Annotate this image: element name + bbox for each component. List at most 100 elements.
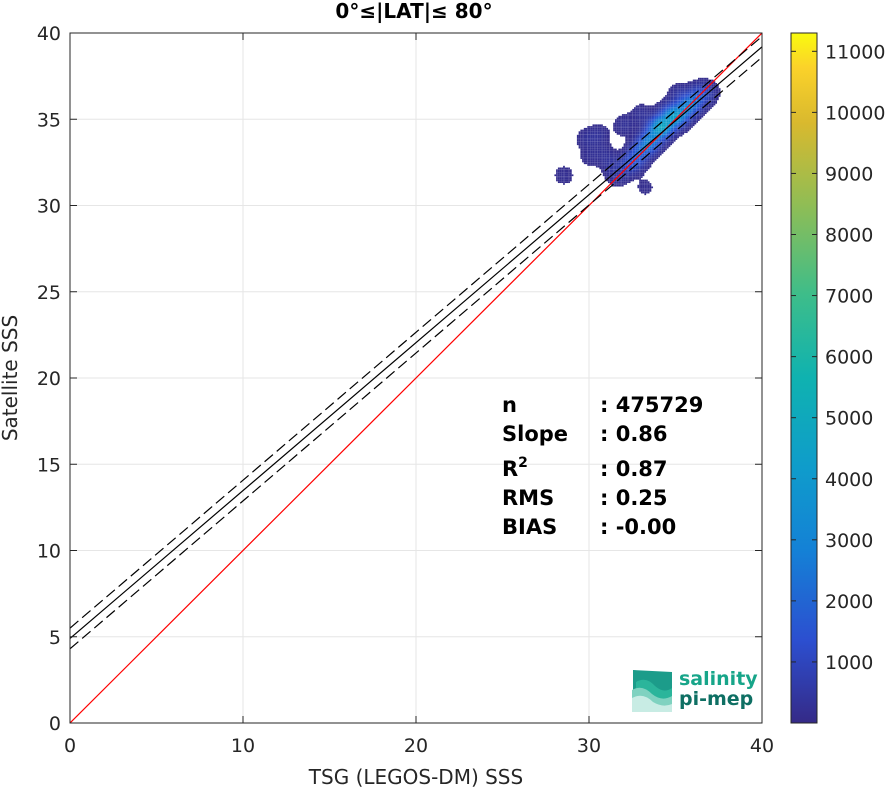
density-cell: [595, 124, 598, 127]
density-cell: [685, 121, 688, 123]
density-cell: [640, 146, 643, 149]
density-cell: [608, 143, 610, 146]
density-cell: [687, 100, 690, 103]
density-cell: [618, 131, 621, 134]
density-cell: [661, 134, 664, 137]
density-cell: [623, 122, 626, 125]
density-cell: [646, 131, 648, 134]
density-cell: [640, 191, 643, 194]
density-cell: [611, 155, 614, 158]
density-cell: [689, 88, 692, 90]
density-cell: [639, 188, 641, 190]
density-cell: [699, 110, 702, 113]
density-cell: [698, 114, 700, 116]
density-cell: [639, 141, 641, 144]
density-cell: [670, 126, 673, 128]
density-cell: [627, 169, 629, 172]
density-cell: [578, 143, 581, 146]
density-cell: [687, 114, 690, 116]
density-cell: [625, 150, 628, 153]
density-cell: [635, 115, 638, 118]
density-cell: [708, 86, 711, 89]
density-cell: [557, 181, 560, 184]
density-cell: [630, 110, 633, 113]
density-cell: [604, 176, 607, 178]
density-cell: [699, 95, 702, 97]
density-cell: [595, 152, 598, 154]
density-cell: [673, 115, 676, 118]
density-cell: [694, 119, 697, 121]
density-cell: [630, 115, 633, 118]
density-cell: [647, 115, 650, 118]
density-cell: [653, 155, 655, 158]
density-cell: [595, 143, 598, 146]
density-cell: [582, 155, 584, 158]
density-cell: [699, 88, 702, 90]
density-cell: [608, 162, 610, 165]
density-cell: [623, 145, 626, 147]
density-cell: [710, 86, 712, 89]
density-cell: [642, 126, 645, 128]
density-cell: [590, 145, 593, 147]
density-cell: [618, 124, 621, 127]
density-cell: [679, 89, 681, 92]
density-cell: [604, 162, 607, 165]
density-cell: [694, 81, 697, 84]
density-cell: [646, 124, 648, 127]
density-cell: [620, 160, 622, 163]
density-cell: [625, 146, 628, 149]
density-cell: [594, 152, 596, 154]
density-cell: [587, 162, 590, 165]
density-cell: [618, 183, 621, 185]
density-cell: [625, 136, 628, 139]
density-cell: [634, 122, 636, 125]
density-cell: [563, 167, 565, 170]
density-cell: [651, 138, 654, 140]
density-cell: [701, 81, 704, 84]
density-cell: [646, 188, 648, 190]
density-cell: [621, 155, 624, 158]
density-cell: [599, 152, 602, 154]
density-cell: [711, 95, 714, 97]
density-cell: [632, 129, 635, 132]
density-cell: [653, 141, 655, 144]
density-cell: [715, 91, 718, 94]
density-cell: [668, 145, 671, 147]
density-cell: [670, 86, 673, 89]
density-cell: [704, 77, 707, 80]
density-cell: [672, 114, 674, 116]
density-cell: [623, 181, 626, 184]
density-cell: [675, 100, 678, 103]
density-cell: [677, 91, 679, 94]
density-cell: [653, 134, 655, 137]
density-cell: [668, 102, 671, 104]
density-cell: [585, 146, 588, 149]
density-cell: [599, 167, 602, 170]
density-cell: [663, 102, 666, 104]
density-cell: [637, 121, 640, 123]
density-cell: [649, 119, 652, 121]
density-cell: [653, 114, 655, 116]
density-cell: [684, 115, 686, 118]
density-cell: [563, 169, 565, 172]
density-cell: [642, 172, 645, 175]
density-cell: [684, 131, 686, 134]
density-cell: [602, 165, 605, 168]
density-cell: [644, 143, 647, 146]
density-cell: [602, 167, 605, 170]
density-cell: [642, 129, 645, 132]
density-cell: [644, 127, 647, 130]
density-cell: [639, 110, 641, 113]
density-cell: [613, 129, 615, 132]
density-cell: [632, 115, 635, 118]
density-cell: [627, 158, 629, 161]
density-cell: [675, 83, 678, 85]
density-cell: [680, 91, 683, 94]
density-cell: [656, 157, 659, 159]
density-cell: [639, 126, 641, 128]
density-cell: [613, 169, 615, 172]
density-cell: [634, 124, 636, 127]
density-cell: [679, 102, 681, 104]
colorbar-gradient: [790, 32, 818, 724]
density-cell: [623, 177, 626, 180]
